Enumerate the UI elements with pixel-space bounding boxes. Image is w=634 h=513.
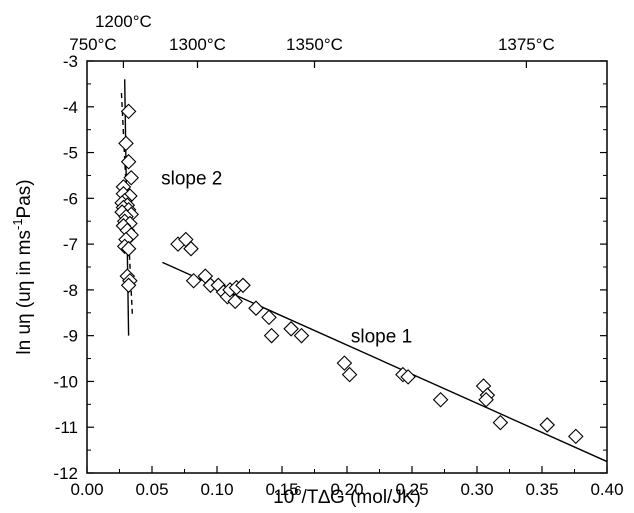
data-point [492, 414, 509, 431]
data-point [568, 428, 584, 445]
data-point [183, 240, 199, 257]
data-point [341, 366, 358, 383]
data-point [336, 355, 353, 371]
data-point [120, 103, 137, 120]
x-tick-label: 0.35 [525, 480, 558, 499]
data-point [185, 272, 202, 289]
data-point [123, 169, 139, 186]
y-tick-label: -8 [63, 281, 78, 300]
top-tick-label: 1350°C [286, 35, 343, 54]
y-tick-label: -9 [63, 327, 78, 346]
data-point [120, 153, 137, 170]
y-tick-label: -11 [55, 418, 78, 437]
x-tick-label: 0.00 [70, 480, 103, 499]
y-tick-label: -7 [63, 235, 78, 254]
y-tick-label: -5 [63, 144, 78, 163]
slope-annotation: slope 2 [161, 169, 222, 190]
top-tick-label: 1300°C [169, 35, 226, 54]
y-axis-ticks: -3 -4 -5 -6 -7 -8 -9 -10 -11 -12 [53, 52, 607, 483]
x-tick-label: 0.40 [590, 480, 623, 499]
x-axis-title: 106/T∆G (mol/JK) [273, 483, 421, 508]
top-tick-label: 1375°C [498, 35, 555, 54]
fit-lines [120, 79, 608, 463]
data-point [539, 417, 555, 433]
y-tick-label: -4 [63, 98, 78, 117]
annotations: slope 2 slope 1 [161, 169, 412, 348]
x-tick-label: 0.20 [330, 480, 363, 499]
data-points [114, 103, 584, 445]
data-point [261, 309, 277, 326]
data-point [293, 327, 310, 344]
data-point [478, 391, 494, 408]
y-axis-title: ln uη (uη in ms-1Pas) [10, 179, 35, 354]
x-tick-label: 0.15 [265, 480, 298, 499]
data-point [120, 277, 137, 294]
y-tick-label: -10 [53, 372, 78, 391]
data-point [118, 135, 134, 152]
plot-frame [86, 60, 608, 474]
data-point [263, 327, 280, 344]
y-tick-label: -3 [63, 52, 78, 71]
x-tick-label: 0.10 [200, 480, 233, 499]
top-tick-label: 1200°C [95, 12, 152, 31]
y-tick-label: -6 [63, 189, 78, 208]
x-tick-label: 0.05 [135, 480, 168, 499]
data-point [400, 369, 416, 385]
x-tick-label: 0.30 [460, 480, 493, 499]
data-point [432, 391, 449, 408]
top-axis-ticks: 1200°C 750°C 1300°C 1350°C 1375°C [69, 12, 555, 68]
data-point [283, 321, 299, 337]
slope-annotation: slope 1 [351, 327, 412, 348]
y-tick-label: -12 [53, 464, 78, 483]
data-point [235, 277, 251, 294]
x-tick-label: 0.25 [395, 480, 428, 499]
x-axis-ticks: 0.00 0.05 0.10 0.15 0.20 0.25 0.30 0.35 0.40 [70, 466, 624, 499]
data-point [120, 240, 137, 257]
data-point [248, 300, 264, 316]
top-tick-label: 750°C [69, 35, 116, 54]
data-point [227, 293, 243, 310]
